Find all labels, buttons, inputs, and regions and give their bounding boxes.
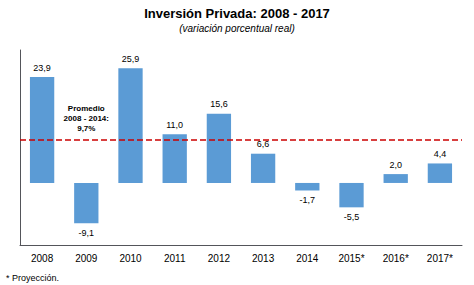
svg-text:15,6: 15,6 <box>210 99 228 109</box>
svg-text:2009: 2009 <box>75 253 98 264</box>
svg-text:* Proyección.: * Proyección. <box>6 273 59 283</box>
svg-text:(variación porcentual real): (variación porcentual real) <box>179 23 295 34</box>
svg-text:2012: 2012 <box>208 253 231 264</box>
svg-text:2011: 2011 <box>164 253 186 264</box>
svg-text:Inversión Privada: 2008 - 2017: Inversión Privada: 2008 - 2017 <box>144 6 330 21</box>
svg-text:-5,5: -5,5 <box>344 212 360 222</box>
svg-text:9,7%: 9,7% <box>77 124 95 133</box>
svg-text:2,0: 2,0 <box>389 160 402 170</box>
svg-text:23,9: 23,9 <box>33 63 51 73</box>
svg-text:Promedio: Promedio <box>68 104 105 113</box>
svg-text:6,6: 6,6 <box>256 139 270 150</box>
svg-text:4,4: 4,4 <box>434 149 447 159</box>
svg-text:2015*: 2015* <box>338 253 364 264</box>
svg-text:2010: 2010 <box>119 253 142 264</box>
svg-text:11,0: 11,0 <box>166 120 183 130</box>
svg-text:25,9: 25,9 <box>122 54 140 64</box>
svg-text:-1,7: -1,7 <box>300 195 316 205</box>
svg-text:2016*: 2016* <box>383 253 409 264</box>
svg-text:-9,1: -9,1 <box>79 228 95 238</box>
svg-text:2014: 2014 <box>296 253 319 264</box>
svg-text:2013: 2013 <box>252 253 275 264</box>
svg-text:2008 - 2014:: 2008 - 2014: <box>64 114 109 123</box>
svg-text:2017*: 2017* <box>427 253 453 264</box>
svg-text:2008: 2008 <box>31 253 54 264</box>
